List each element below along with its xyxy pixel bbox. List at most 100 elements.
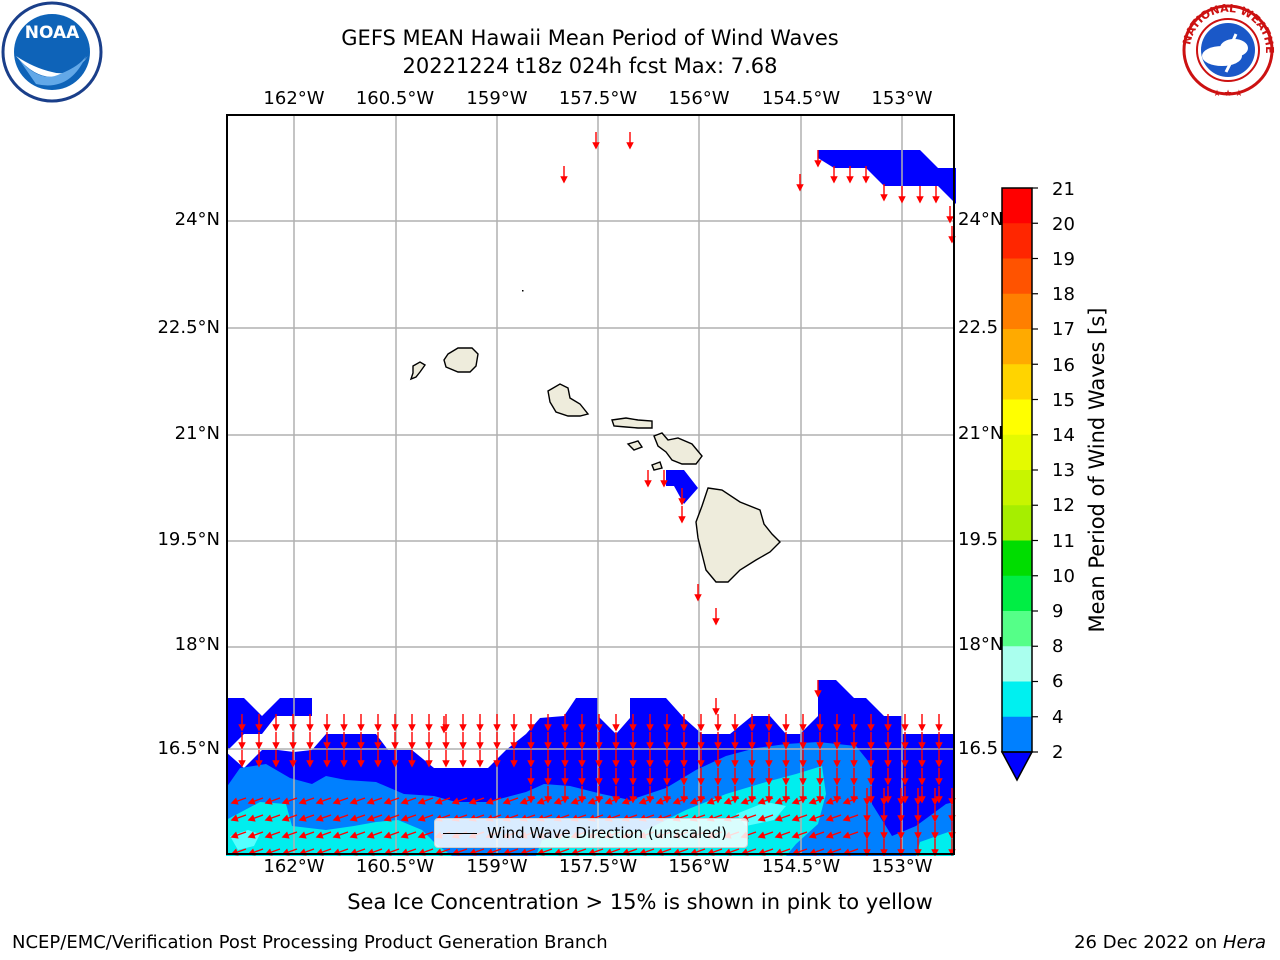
colorbar-segment <box>1002 575 1032 612</box>
wind-wave-arrow <box>748 750 756 768</box>
wind-wave-arrow <box>629 750 637 768</box>
wind-wave-arrow <box>527 750 535 768</box>
wind-wave-arrow <box>799 768 807 786</box>
colorbar-tick: 15 <box>1052 390 1075 411</box>
wind-wave-arrow <box>442 750 450 768</box>
lon-tick-top: 162°W <box>263 88 325 109</box>
wind-wave-arrow <box>408 732 416 750</box>
lon-tick-bottom: 156°W <box>668 856 730 877</box>
colorbar-segment <box>1002 223 1032 259</box>
footer-date-text: 26 Dec 2022 on <box>1074 932 1223 953</box>
wind-wave-arrow <box>561 732 569 750</box>
wind-wave-arrow <box>604 797 621 805</box>
wind-wave-arrow <box>731 750 739 768</box>
lat-tick-right: 24°N <box>958 209 1004 230</box>
colorbar-label: Mean Period of Wind Waves [s] <box>1085 307 1109 633</box>
wind-wave-arrow <box>867 750 875 768</box>
wind-wave-arrow <box>884 732 892 750</box>
wind-wave-arrow <box>595 768 603 786</box>
wind-wave-arrow <box>680 750 688 768</box>
wind-wave-arrow <box>578 732 586 750</box>
wind-wave-arrow <box>536 797 553 805</box>
wind-wave-arrow <box>527 732 535 750</box>
wind-wave-arrow <box>946 206 954 224</box>
wind-wave-arrow <box>638 797 655 805</box>
colorbar-segment <box>1002 258 1032 295</box>
wind-wave-arrow <box>808 814 825 822</box>
lon-tick-bottom: 160.5°W <box>355 856 435 877</box>
wind-wave-arrow <box>485 797 502 805</box>
wind-wave-arrow <box>544 750 552 768</box>
wind-wave-arrow <box>366 814 383 822</box>
wind-wave-arrow <box>748 714 756 732</box>
wind-wave-arrow <box>383 814 400 822</box>
wind-wave-arrow <box>357 732 365 750</box>
wind-wave-arrow <box>672 797 689 805</box>
wind-wave-arrow <box>846 166 854 184</box>
wind-wave-arrow <box>578 768 586 786</box>
wind-wave-arrow <box>799 714 807 732</box>
wind-wave-arrow <box>830 166 838 184</box>
island-kahoolawe <box>651 461 663 471</box>
wind-wave-arrow <box>264 814 281 822</box>
wind-wave-arrow <box>561 714 569 732</box>
wind-wave-arrow <box>799 732 807 750</box>
wind-wave-arrow <box>349 831 366 839</box>
wind-wave-arrow <box>357 750 365 768</box>
colorbar-segment <box>1002 329 1032 365</box>
colorbar-segment <box>1002 540 1032 577</box>
wind-wave-arrow <box>897 805 905 823</box>
wind-wave-arrow <box>932 186 940 204</box>
wind-wave-arrow <box>264 797 281 805</box>
wind-wave-arrow <box>712 698 720 716</box>
wind-wave-arrow <box>459 714 467 732</box>
lat-tick-left: 21°N <box>174 423 220 444</box>
wind-wave-arrow <box>553 797 570 805</box>
wind-wave-arrow <box>587 797 604 805</box>
wind-wave-arrow <box>391 714 399 732</box>
colorbar-segments <box>1002 188 1032 753</box>
footer-host: Hera <box>1222 932 1266 953</box>
island-molokai <box>611 417 653 429</box>
svg-text:NOAA: NOAA <box>25 23 80 43</box>
lon-tick-bottom: 162°W <box>263 856 325 877</box>
wind-wave-arrow <box>468 797 485 805</box>
wind-wave-arrow <box>663 732 671 750</box>
wind-wave-arrow <box>247 831 264 839</box>
lon-tick-bottom: 157.5°W <box>558 856 638 877</box>
wind-wave-arrow <box>884 714 892 732</box>
wind-wave-arrow <box>863 805 871 823</box>
wind-wave-arrow <box>476 750 484 768</box>
wind-wave-arrow <box>289 750 297 768</box>
wind-wave-arrow <box>791 814 808 822</box>
colorbar-tick: 10 <box>1052 566 1075 587</box>
wind-wave-arrow <box>612 714 620 732</box>
colorbar-tick: 17 <box>1052 319 1075 340</box>
wind-wave-arrow <box>391 750 399 768</box>
wind-wave-arrow <box>791 831 808 839</box>
wind-wave-arrow <box>255 714 263 732</box>
lat-tick-right: 21°N <box>958 423 1004 444</box>
footer-credit: NCEP/EMC/Verification Post Processing Pr… <box>12 932 608 953</box>
wind-wave-arrow <box>230 831 247 839</box>
wind-wave-arrow <box>757 831 774 839</box>
colorbar-tick: 2 <box>1052 742 1064 763</box>
colorbar-segment <box>1002 646 1032 682</box>
wind-wave-arrow <box>918 750 926 768</box>
wind-wave-arrow <box>808 797 825 805</box>
wind-wave-arrow <box>694 584 702 602</box>
lon-tick-top: 157.5°W <box>558 88 638 109</box>
colorbar-segment <box>1002 434 1032 471</box>
wind-wave-arrow <box>366 831 383 839</box>
wind-wave-arrow <box>931 788 939 806</box>
wind-wave-arrow <box>816 750 824 768</box>
island-maui <box>653 432 703 465</box>
lon-tick-top: 156°W <box>668 88 730 109</box>
wind-wave-arrow <box>663 768 671 786</box>
wind-wave-arrow <box>791 797 808 805</box>
wind-wave-arrow <box>595 750 603 768</box>
wind-wave-arrow <box>799 750 807 768</box>
wind-wave-arrow <box>332 831 349 839</box>
legend-line-swatch <box>443 832 477 834</box>
wind-wave-arrow <box>510 714 518 732</box>
